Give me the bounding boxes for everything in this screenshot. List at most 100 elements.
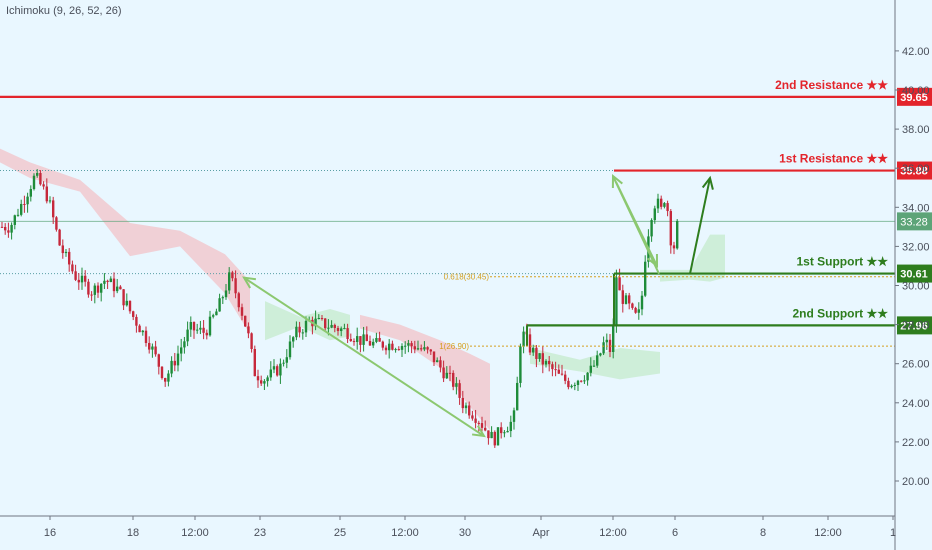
candle-body — [621, 290, 624, 304]
candle-body — [448, 372, 452, 374]
candle — [186, 321, 189, 347]
candle-body — [455, 383, 458, 387]
candle — [464, 402, 468, 414]
x-tick-label: 23 — [254, 527, 266, 539]
candle — [621, 284, 624, 313]
candle-body — [336, 327, 340, 332]
candle-body — [634, 307, 637, 313]
candle-body — [4, 226, 7, 231]
candle — [669, 209, 672, 254]
candle-body — [461, 397, 464, 409]
candle — [128, 300, 132, 314]
candle — [519, 343, 522, 388]
x-tick-label: 16 — [44, 527, 56, 539]
candle-body — [605, 339, 608, 343]
candle — [589, 357, 592, 377]
candle — [503, 430, 506, 438]
candle-body — [132, 311, 135, 317]
arrow-2 — [615, 181, 659, 269]
y-tick-label: 20.00 — [902, 476, 930, 488]
candle — [199, 320, 202, 335]
candle-body — [93, 285, 96, 295]
candle-body — [167, 373, 170, 382]
candle-body — [285, 357, 288, 363]
candle-body — [477, 422, 480, 424]
level-label-0: 2nd Resistance ★★ — [775, 78, 888, 92]
candle-body — [327, 327, 330, 329]
candle — [570, 384, 573, 389]
candle-body — [557, 369, 560, 374]
candle — [282, 359, 285, 367]
candle — [512, 407, 516, 430]
candle-body — [340, 328, 343, 332]
candle — [4, 223, 7, 235]
candle — [151, 343, 154, 358]
candle-body — [333, 324, 336, 328]
y-tick-label: 40.00 — [902, 85, 930, 97]
candle-body — [317, 318, 320, 320]
ichimoku-cloud — [0, 148, 725, 431]
candle — [452, 370, 455, 391]
candle-body — [493, 431, 496, 446]
candle-body — [45, 186, 48, 202]
candle-body — [119, 286, 122, 290]
candle — [420, 344, 423, 352]
candle — [541, 345, 544, 374]
candle — [410, 340, 413, 354]
candle-body — [596, 355, 599, 366]
candle-body — [356, 336, 359, 342]
arrow-head — [611, 173, 623, 189]
candle — [426, 346, 429, 354]
candle — [554, 361, 557, 377]
candle-body — [125, 300, 128, 306]
candle-body — [160, 366, 164, 379]
candle — [490, 426, 493, 439]
candle — [650, 218, 653, 242]
cloud-segment-3 — [530, 348, 660, 380]
candle-body — [196, 329, 199, 331]
candle-body — [135, 316, 138, 326]
candle — [135, 314, 138, 333]
candle — [215, 308, 218, 316]
candle — [388, 339, 391, 359]
candle-body — [404, 345, 407, 347]
candle — [557, 364, 560, 375]
candle-body — [551, 364, 554, 370]
candle-body — [669, 211, 672, 246]
candle — [660, 195, 663, 210]
candle-body — [320, 318, 324, 320]
candle — [439, 356, 442, 373]
candle — [631, 302, 634, 310]
candle — [167, 370, 170, 387]
candle — [288, 335, 292, 360]
candle-body — [122, 289, 125, 306]
candle — [592, 360, 596, 367]
arrow-shaft — [243, 276, 485, 437]
candle-body — [653, 208, 656, 221]
candle-body — [612, 326, 615, 353]
candle-body — [276, 366, 279, 376]
candle — [493, 430, 496, 448]
candle-body — [368, 341, 372, 346]
candle-body — [567, 380, 570, 388]
level-tag-bg-3 — [897, 316, 932, 335]
candle-body — [586, 372, 589, 381]
candle-body — [672, 245, 676, 249]
candle-body — [436, 360, 439, 363]
candle-body — [58, 229, 61, 246]
candle — [599, 352, 602, 357]
candle-body — [346, 328, 349, 339]
candle — [416, 340, 420, 351]
candle-body — [100, 283, 103, 293]
candle-body — [432, 351, 436, 363]
candle-body — [391, 343, 394, 350]
candle-body — [480, 423, 484, 428]
candle — [391, 340, 394, 351]
candle-body — [39, 173, 42, 185]
y-tick-label: 42.00 — [902, 46, 930, 58]
current-price-tag-bg — [897, 212, 932, 231]
candle-body — [112, 278, 116, 292]
candle-body — [173, 360, 176, 366]
candle — [240, 303, 244, 321]
candle — [436, 357, 439, 363]
